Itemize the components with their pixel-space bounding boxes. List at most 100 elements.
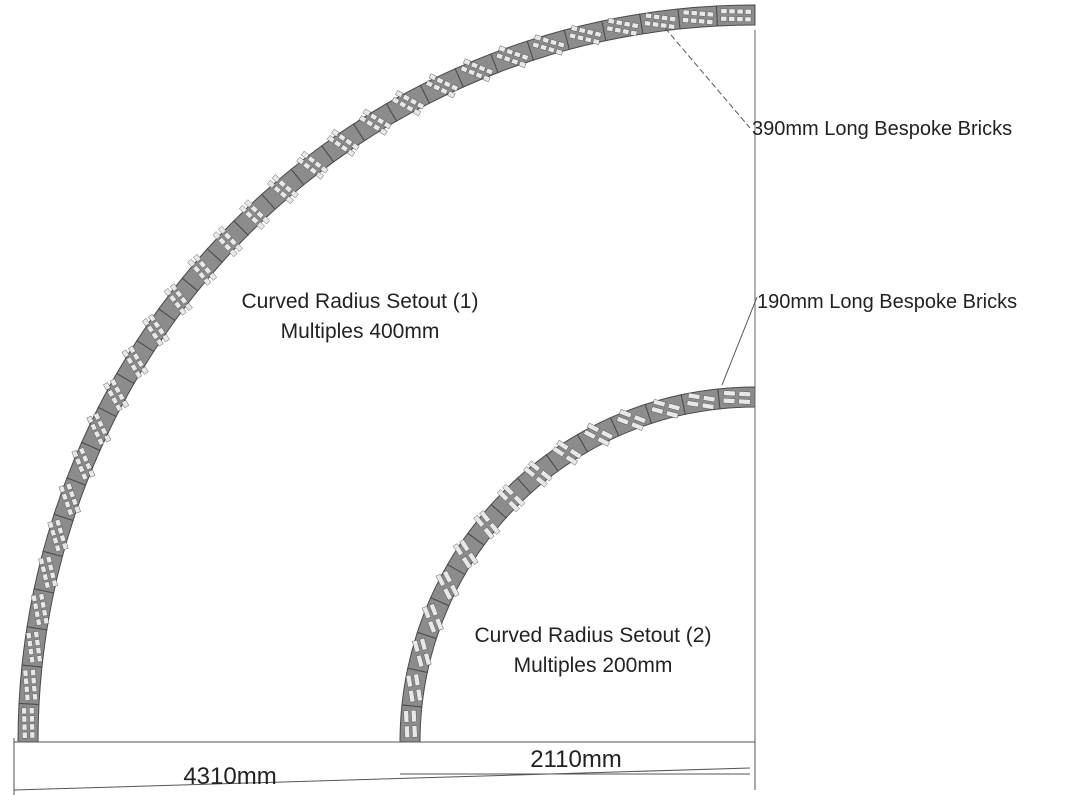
outer-brick-slot	[539, 44, 548, 51]
inner-brick-slot	[411, 725, 418, 738]
outer-brick-slot	[229, 237, 238, 247]
outer-brick-slot	[65, 482, 73, 491]
outer-brick-slot	[728, 16, 736, 22]
outer-brick-slot	[30, 677, 37, 685]
outer-brick-slot	[29, 731, 36, 739]
inner-brick-slot	[701, 402, 715, 410]
outer-brick-slot	[412, 108, 422, 117]
outer-brick-slot	[706, 19, 714, 25]
outer-brick-slot	[96, 437, 105, 446]
outer-brick-slot	[234, 243, 243, 252]
inner-brick-slot	[442, 587, 453, 601]
outer-brick-slot	[54, 544, 62, 553]
outer-brick-slot	[141, 318, 150, 327]
outer-brick-slot	[690, 17, 698, 24]
outer-brick-slot	[148, 313, 157, 323]
outer-brick-slot	[428, 73, 437, 81]
outer-brick-slot	[103, 382, 111, 391]
outer-brick-slot	[744, 9, 752, 15]
inner-brick-slot	[702, 395, 716, 403]
outer-brick-slot	[63, 500, 72, 509]
outer-brick-slot	[432, 83, 441, 92]
outer-brick-slot	[31, 685, 38, 693]
outer-brick-slot	[23, 685, 30, 693]
outer-bricks-label: 390mm Long Bespoke Bricks	[752, 118, 1012, 140]
inner-brick-slot	[586, 422, 600, 433]
outer-brick-slot	[87, 469, 96, 478]
outer-brick-slot	[93, 412, 101, 421]
inner-brick-slot	[507, 500, 520, 513]
outer-brick-slot	[21, 707, 27, 715]
outer-brick-slot	[513, 50, 522, 59]
outer-brick-slot	[152, 320, 161, 329]
outer-brick-slot	[161, 333, 170, 343]
outer-brick-slot	[163, 287, 172, 297]
outer-brick-slot	[450, 83, 459, 92]
outer-brick-slot	[151, 331, 160, 340]
outer-brick-slot	[81, 454, 89, 463]
outer-brick-slot	[77, 464, 86, 473]
outer-brick-slot	[96, 419, 105, 428]
outer-brick-slot	[51, 579, 58, 587]
outer-brick-slot	[698, 10, 706, 17]
inner-brick-slot	[539, 469, 553, 482]
outer-brick-slot	[184, 302, 193, 311]
outer-brick-slot	[607, 18, 615, 25]
outer-brick-slot	[193, 253, 202, 263]
inner-brick-slot	[687, 392, 701, 400]
outer-brick-slot	[443, 80, 452, 88]
outer-brick-slot	[21, 723, 28, 731]
inner-brick	[399, 704, 423, 743]
outer-brick-slot	[103, 434, 112, 443]
outer-brick-slot	[27, 648, 34, 656]
inner-brick-slot	[467, 552, 479, 565]
outer-brick	[715, 4, 756, 27]
outer-brick-slot	[549, 39, 558, 46]
outer-brick-slot	[261, 216, 271, 225]
inner-brick-slot	[410, 709, 417, 723]
outer-brick-slot	[22, 731, 28, 739]
outer-brick-slot	[29, 723, 35, 731]
outer-brick-slot	[340, 144, 349, 153]
outer-brick-slot	[109, 378, 118, 387]
outer-brick-slot	[61, 492, 69, 501]
outer-brick-slot	[42, 617, 50, 625]
outer-brick-slot	[313, 160, 323, 169]
outer-brick-slot	[114, 403, 123, 412]
outer-brick-slot	[351, 142, 360, 151]
inner-brick-slot	[665, 410, 679, 419]
outer-brick-slot	[125, 356, 134, 365]
outer-brick-slot	[146, 324, 155, 334]
outer-brick-slot	[43, 581, 51, 589]
outer-brick-slot	[157, 327, 166, 336]
inner-brick-slot	[583, 429, 597, 440]
outer-brick-slot	[130, 363, 138, 372]
outer-brick-slot	[198, 260, 207, 269]
outer-brick-slot	[132, 352, 141, 361]
outer-brick-slot	[302, 161, 312, 170]
outer-brick-slot	[128, 345, 136, 354]
inner-brick-slot	[413, 673, 421, 687]
inner-brick-slot	[738, 398, 751, 405]
outer-brick-slot	[668, 23, 676, 30]
inner-brick-slot	[556, 439, 570, 451]
inner-brick-slot	[488, 522, 501, 535]
outer-brick-slot	[470, 61, 479, 69]
outer-brick-slot	[256, 221, 265, 230]
outer-brick-slot	[376, 117, 385, 125]
inner-brick-slot	[442, 570, 453, 584]
outer-brick-slot	[475, 71, 484, 80]
outer-brick-slot	[372, 123, 381, 132]
outer-brick-slot	[309, 166, 318, 175]
outer-brick-slot	[217, 226, 227, 235]
inner-brick-slot	[523, 466, 536, 478]
outer-brick-slot	[266, 180, 276, 189]
inner-brick-slot	[404, 725, 410, 738]
outer-brick-slot	[383, 121, 392, 130]
outer-brick-slot	[660, 22, 668, 29]
outer-brick	[17, 702, 40, 743]
outer-brick-slot	[68, 490, 76, 499]
outer-brick-slot	[706, 11, 714, 18]
outer-brick-slot	[698, 18, 706, 25]
inner-brick-slot	[619, 409, 633, 419]
